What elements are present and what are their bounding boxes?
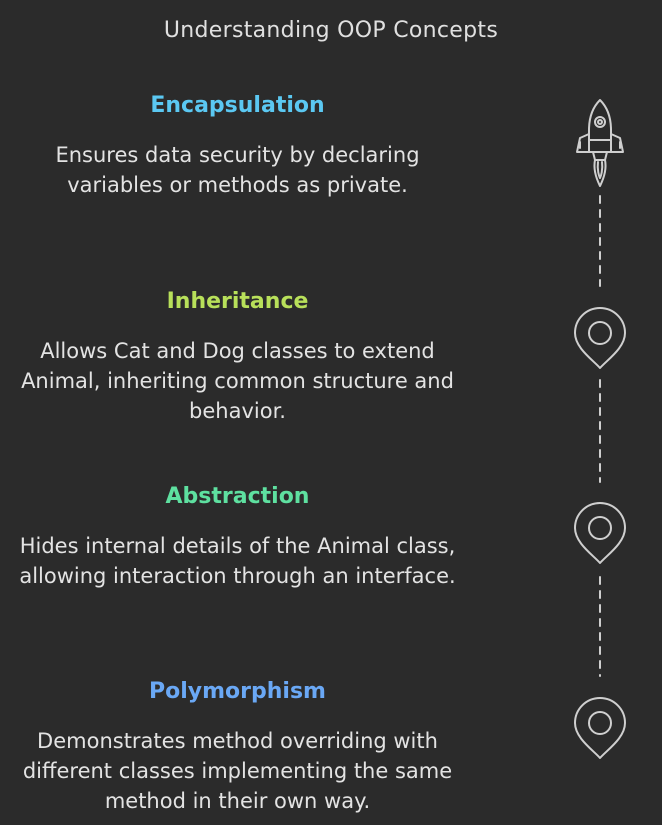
concept-heading: Encapsulation — [150, 93, 325, 118]
concept-inheritance: Inheritance Allows Cat and Dog classes t… — [10, 288, 465, 426]
concept-abstraction: Abstraction Hides internal details of th… — [10, 483, 465, 591]
concept-heading: Inheritance — [166, 289, 309, 314]
concept-description: Hides internal details of the Animal cla… — [19, 534, 456, 588]
concept-encapsulation: Encapsulation Ensures data security by d… — [10, 92, 465, 200]
concept-heading: Polymorphism — [149, 679, 326, 704]
map-pin-icon — [574, 502, 626, 564]
concept-description: Allows Cat and Dog classes to extend Ani… — [21, 339, 454, 423]
map-pin-icon — [574, 307, 626, 369]
concept-description: Ensures data security by declaring varia… — [55, 143, 420, 197]
concept-description: Demonstrates method overriding with diff… — [22, 729, 453, 813]
map-pin-icon — [574, 697, 626, 759]
rocket-icon — [576, 99, 624, 187]
page-title: Understanding OOP Concepts — [163, 18, 499, 43]
timeline-graphic — [574, 99, 626, 759]
timeline — [560, 90, 640, 770]
concept-heading: Abstraction — [165, 484, 310, 509]
concept-polymorphism: Polymorphism Demonstrates method overrid… — [10, 678, 465, 816]
